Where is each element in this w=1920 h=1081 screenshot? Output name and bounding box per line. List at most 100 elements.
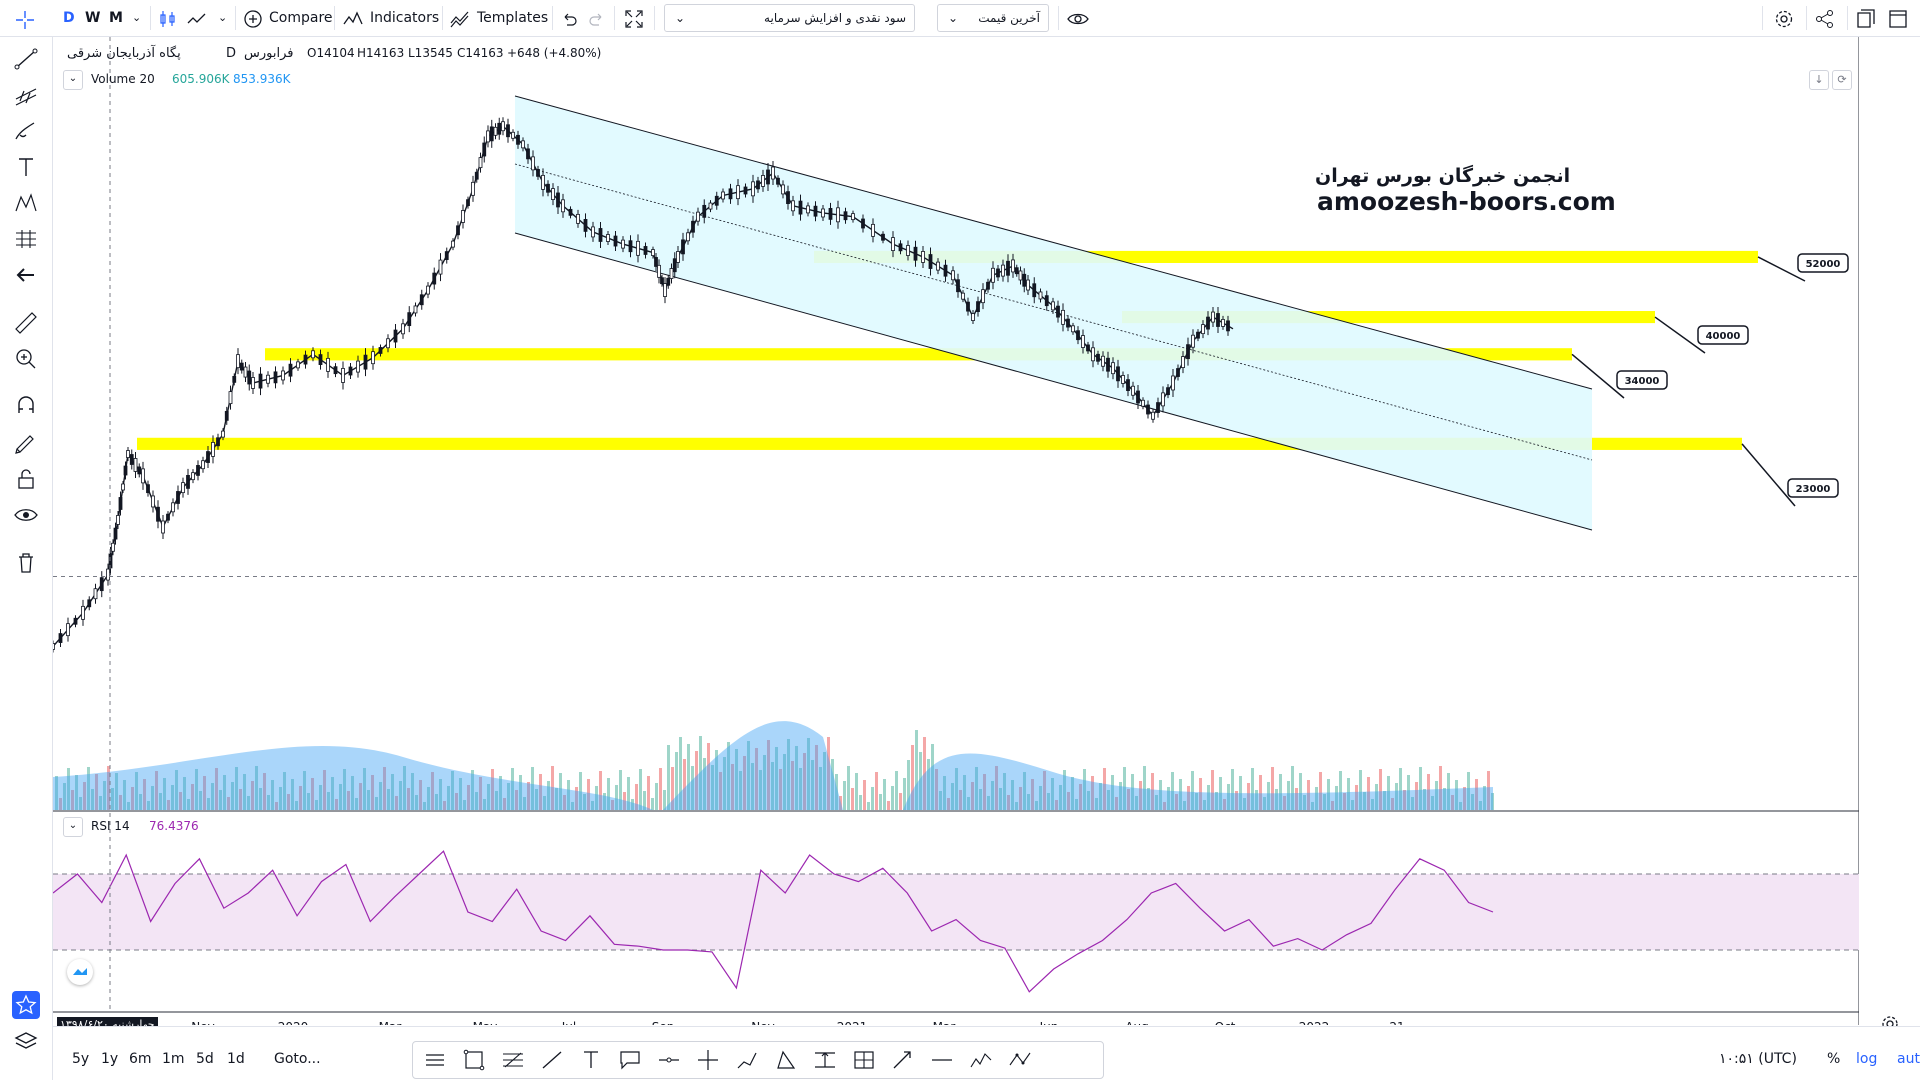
range-1m[interactable]: 1m <box>162 1051 185 1067</box>
time-tick-label: 2022 <box>1299 1020 1330 1025</box>
range-6m[interactable]: 6m <box>129 1051 152 1067</box>
compare-icon[interactable] <box>242 8 264 30</box>
favorites-star-icon[interactable] <box>12 991 40 1019</box>
clock-label[interactable]: ۱۰:۵۱ (UTC) <box>1719 1051 1797 1067</box>
snapshot-icon[interactable] <box>1855 8 1877 30</box>
date-price-range-icon[interactable] <box>850 1047 878 1073</box>
fib-icon[interactable] <box>499 1047 527 1073</box>
chart-type-chevron-down-icon[interactable]: ⌄ <box>218 11 228 24</box>
templates-icon[interactable] <box>449 8 471 30</box>
volume-legend[interactable]: ⌄ Volume 20 605.906K 853.936K <box>63 70 313 90</box>
chart-area[interactable]: 52000 40000 34000 23000 1300001150001000008… <box>53 37 1898 1033</box>
refresh-icon[interactable]: ⟳ <box>1832 70 1852 90</box>
volume-collapse-chevron-icon[interactable]: ⌄ <box>63 70 83 90</box>
drag-handle-icon[interactable] <box>421 1047 449 1073</box>
volume-bar <box>407 788 410 810</box>
callout-box[interactable] <box>1797 253 1849 273</box>
path-icon[interactable] <box>733 1047 761 1073</box>
log-toggle[interactable]: log <box>1856 1051 1878 1067</box>
redo-icon[interactable] <box>587 9 607 29</box>
candle-body <box>186 474 190 489</box>
percent-toggle[interactable]: % <box>1827 1051 1841 1067</box>
rsi-legend[interactable]: ⌄ RSI 14 76.4376 <box>63 817 263 837</box>
elliott-wave-icon[interactable] <box>967 1047 995 1073</box>
crosshair-icon[interactable] <box>14 9 36 31</box>
prediction-icon[interactable] <box>12 225 40 253</box>
range-5y[interactable]: 5y <box>72 1051 90 1067</box>
undo-icon[interactable] <box>559 9 579 29</box>
callout-box[interactable] <box>1787 478 1839 498</box>
interval-chevron-down-icon[interactable]: ⌄ <box>132 11 142 24</box>
range-5d[interactable]: 5d <box>196 1051 214 1067</box>
callout-box[interactable] <box>1616 370 1668 390</box>
rectangle-icon[interactable] <box>460 1047 488 1073</box>
abc-pattern-icon[interactable] <box>1006 1047 1034 1073</box>
zoom-in-icon[interactable] <box>12 345 40 373</box>
maximize-icon[interactable] <box>1887 8 1909 30</box>
chart-canvas[interactable]: 52000 40000 34000 23000 1300001150001000008… <box>53 37 1859 1025</box>
ruler-icon[interactable] <box>12 309 40 337</box>
volume-bar <box>775 747 778 810</box>
interval-w[interactable]: W <box>85 10 101 26</box>
interval-m[interactable]: M <box>109 10 123 26</box>
lock-drawing-icon[interactable] <box>12 429 40 457</box>
range-1d[interactable]: 1d <box>227 1051 245 1067</box>
horizontal-line-icon[interactable] <box>928 1047 956 1073</box>
callout-icon[interactable] <box>616 1047 644 1073</box>
trash-icon[interactable] <box>12 549 40 577</box>
price-axis[interactable]: 1300001150001000008800076000680006050053… <box>191 41 1859 1025</box>
candle-body <box>211 442 215 457</box>
callout-box[interactable] <box>1697 325 1749 345</box>
share-icon[interactable] <box>1814 8 1836 30</box>
arrow-marker-icon[interactable] <box>889 1047 917 1073</box>
back-arrow-icon[interactable] <box>12 261 40 289</box>
triangle-icon[interactable] <box>772 1047 800 1073</box>
text-icon[interactable] <box>12 153 40 181</box>
text-tool-icon[interactable] <box>577 1047 605 1073</box>
candle-body <box>99 577 104 592</box>
candle-body <box>643 246 648 255</box>
unlock-icon[interactable] <box>12 465 40 493</box>
price-source-dropdown[interactable]: ⌄ آخرین قیمت <box>937 4 1049 32</box>
indicators-icon[interactable] <box>342 8 364 30</box>
layers-icon[interactable] <box>12 1027 40 1055</box>
goto-button[interactable]: Goto... <box>274 1051 321 1067</box>
volume-bar <box>563 795 566 810</box>
brush-icon[interactable] <box>12 117 40 145</box>
line-style-icon[interactable] <box>186 8 208 30</box>
rsi-collapse-chevron-icon[interactable]: ⌄ <box>63 817 83 837</box>
settings-icon[interactable] <box>1773 8 1795 30</box>
candles-icon[interactable] <box>157 8 179 30</box>
range-1y[interactable]: 1y <box>101 1051 119 1067</box>
volume-bar <box>963 775 966 810</box>
volume-bar <box>1343 793 1346 810</box>
magnet-icon[interactable] <box>12 393 40 421</box>
interval-d[interactable]: D <box>63 10 75 26</box>
pattern-icon[interactable] <box>12 189 40 217</box>
cross-line-icon[interactable] <box>694 1047 722 1073</box>
eye-icon[interactable] <box>1066 8 1090 30</box>
indicators-button[interactable]: Indicators <box>370 10 440 26</box>
fullscreen-icon[interactable] <box>623 8 645 30</box>
candle-body <box>1176 368 1180 377</box>
dividends-dropdown[interactable]: ⌄ سود نقدی و افزایش سرمایه <box>664 4 915 32</box>
volume-bar <box>1239 776 1242 810</box>
legend-symbol: پگاه آذربایجان شرقی <box>67 46 181 61</box>
auto-toggle[interactable]: auto <box>1897 1051 1920 1067</box>
trend-line-icon[interactable] <box>12 45 40 73</box>
compare-button[interactable]: Compare <box>269 10 333 26</box>
tradingview-logo-icon[interactable] <box>67 959 93 985</box>
candle-body <box>363 354 368 370</box>
pitchfork-icon[interactable] <box>12 81 40 109</box>
templates-button[interactable]: Templates <box>477 10 549 26</box>
scroll-down-icon[interactable]: ↓ <box>1809 70 1829 90</box>
line-tool-icon[interactable] <box>538 1047 566 1073</box>
price-range-icon[interactable] <box>811 1047 839 1073</box>
channel-upper-line[interactable] <box>514 95 1593 390</box>
visibility-icon[interactable] <box>12 501 40 529</box>
channel-lower-line[interactable] <box>514 232 1593 531</box>
volume-bar <box>899 793 902 810</box>
horizontal-ray-icon[interactable] <box>655 1047 683 1073</box>
volume-bar <box>1035 801 1038 810</box>
candle-body <box>546 183 550 193</box>
